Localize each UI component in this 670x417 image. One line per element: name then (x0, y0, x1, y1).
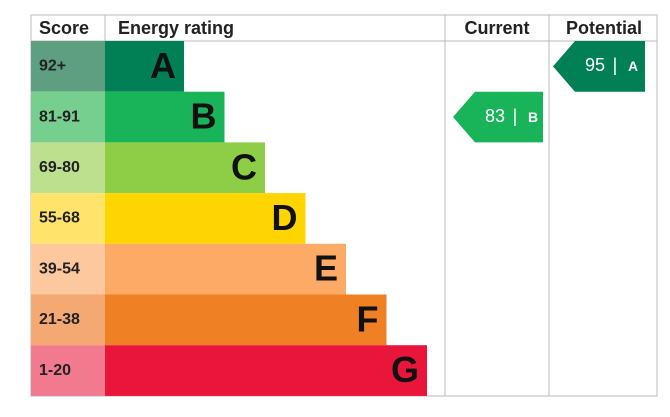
current-arrow (453, 91, 543, 143)
header-current: Current (464, 18, 529, 38)
score-label: 55-68 (39, 210, 80, 227)
score-cell (31, 294, 105, 346)
separator: | (513, 106, 518, 126)
header-rating: Energy rating (118, 18, 234, 38)
score-label: 81-91 (39, 108, 80, 125)
score-label: 1-20 (39, 362, 71, 379)
header-potential: Potential (566, 18, 642, 38)
current-letter: B (528, 109, 538, 125)
rating-letter: F (357, 298, 379, 339)
score-cell (31, 243, 105, 295)
rating-bar (105, 193, 306, 244)
score-cell (31, 41, 105, 92)
rating-bar (105, 142, 265, 194)
rating-bar (105, 91, 225, 143)
score-cell (31, 345, 105, 396)
score-label: 21-38 (39, 311, 80, 328)
rating-letter: G (391, 349, 419, 390)
rating-letter: E (314, 248, 338, 289)
score-cell (31, 142, 105, 194)
score-label: 39-54 (39, 260, 80, 277)
score-label: 69-80 (39, 159, 80, 176)
potential-value: 95 (585, 55, 605, 75)
rating-bar (105, 294, 387, 346)
rating-bar (105, 243, 346, 295)
rating-bar (105, 41, 184, 92)
potential-arrow (553, 41, 645, 92)
score-label: 92+ (39, 58, 66, 75)
rating-letter: B (191, 96, 217, 137)
score-cell (31, 91, 105, 143)
rating-letter: C (231, 146, 257, 187)
header-score: Score (39, 18, 89, 38)
current-value: 83 (485, 106, 505, 126)
potential-letter: A (628, 58, 638, 74)
rating-bar (105, 345, 427, 396)
score-cell (31, 193, 105, 244)
rating-letter: D (272, 197, 298, 238)
separator: | (613, 55, 618, 75)
rating-letter: A (150, 45, 176, 86)
